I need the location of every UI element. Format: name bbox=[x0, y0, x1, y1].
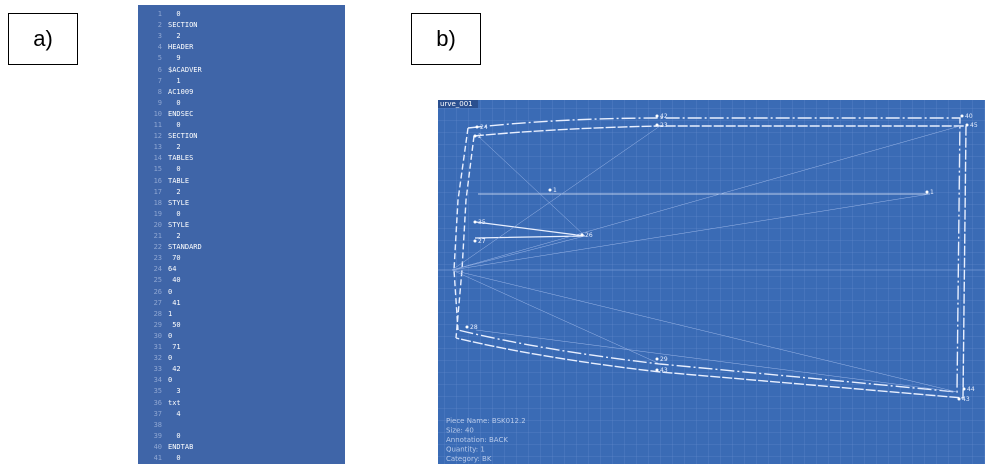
point-label: 1 bbox=[930, 189, 934, 196]
point-marker bbox=[966, 124, 969, 127]
cad-view: urve_001 42 23 40 45 24 2 1 1 35 27 26 28 29 43 44 43 Pie… bbox=[0, 0, 996, 464]
point-marker bbox=[958, 398, 961, 401]
point-label: 2 bbox=[478, 133, 482, 140]
point-label: 44 bbox=[967, 386, 975, 393]
point-marker bbox=[656, 124, 659, 127]
page: a) b) 1 02SECTION3 24HEADER5 96$ACADVER7… bbox=[0, 0, 996, 464]
point-label: 43 bbox=[660, 367, 668, 374]
point-label: 40 bbox=[965, 113, 973, 120]
point-marker bbox=[474, 240, 477, 243]
point-label: 24 bbox=[480, 124, 488, 131]
piece-info: Piece Name: BSK012.2 bbox=[446, 417, 526, 425]
point-marker bbox=[581, 234, 584, 237]
point-marker bbox=[963, 388, 966, 391]
point-label: 35 bbox=[478, 219, 486, 226]
point-marker bbox=[474, 221, 477, 224]
point-marker bbox=[466, 326, 469, 329]
point-label: 28 bbox=[470, 324, 478, 331]
piece-info: Size: 40 bbox=[446, 427, 474, 435]
point-marker bbox=[656, 358, 659, 361]
point-label: 1 bbox=[553, 187, 557, 194]
point-label: 43 bbox=[962, 396, 970, 403]
point-label: 23 bbox=[660, 122, 668, 129]
point-label: 27 bbox=[478, 238, 486, 245]
point-marker bbox=[476, 126, 479, 129]
point-marker bbox=[656, 369, 659, 372]
piece-info: Quantity: 1 bbox=[446, 446, 485, 454]
point-label: 42 bbox=[660, 113, 668, 120]
point-marker bbox=[656, 115, 659, 118]
piece-info: Annotation: BACK bbox=[446, 436, 508, 444]
point-label: 29 bbox=[660, 356, 668, 363]
point-marker bbox=[549, 189, 552, 192]
view-title: urve_001 bbox=[440, 100, 473, 108]
point-marker bbox=[961, 115, 964, 118]
point-marker bbox=[926, 191, 929, 194]
point-marker bbox=[474, 135, 477, 138]
point-label: 26 bbox=[585, 232, 593, 239]
point-label: 45 bbox=[970, 122, 978, 129]
grid bbox=[438, 100, 985, 464]
piece-info: Category: BK bbox=[446, 455, 492, 463]
